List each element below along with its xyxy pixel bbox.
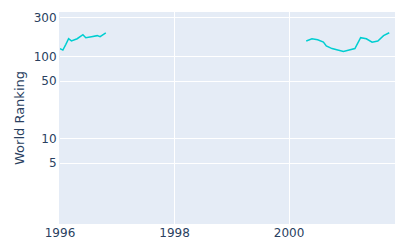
svg-text:1996: 1996 — [45, 226, 76, 240]
svg-text:1998: 1998 — [159, 226, 190, 240]
svg-text:2000: 2000 — [274, 226, 305, 240]
svg-text:300: 300 — [34, 11, 57, 25]
svg-text:World Ranking: World Ranking — [12, 71, 27, 165]
svg-text:100: 100 — [34, 50, 57, 64]
svg-text:5: 5 — [49, 156, 57, 170]
svg-text:10: 10 — [41, 132, 56, 146]
svg-text:50: 50 — [41, 74, 56, 88]
